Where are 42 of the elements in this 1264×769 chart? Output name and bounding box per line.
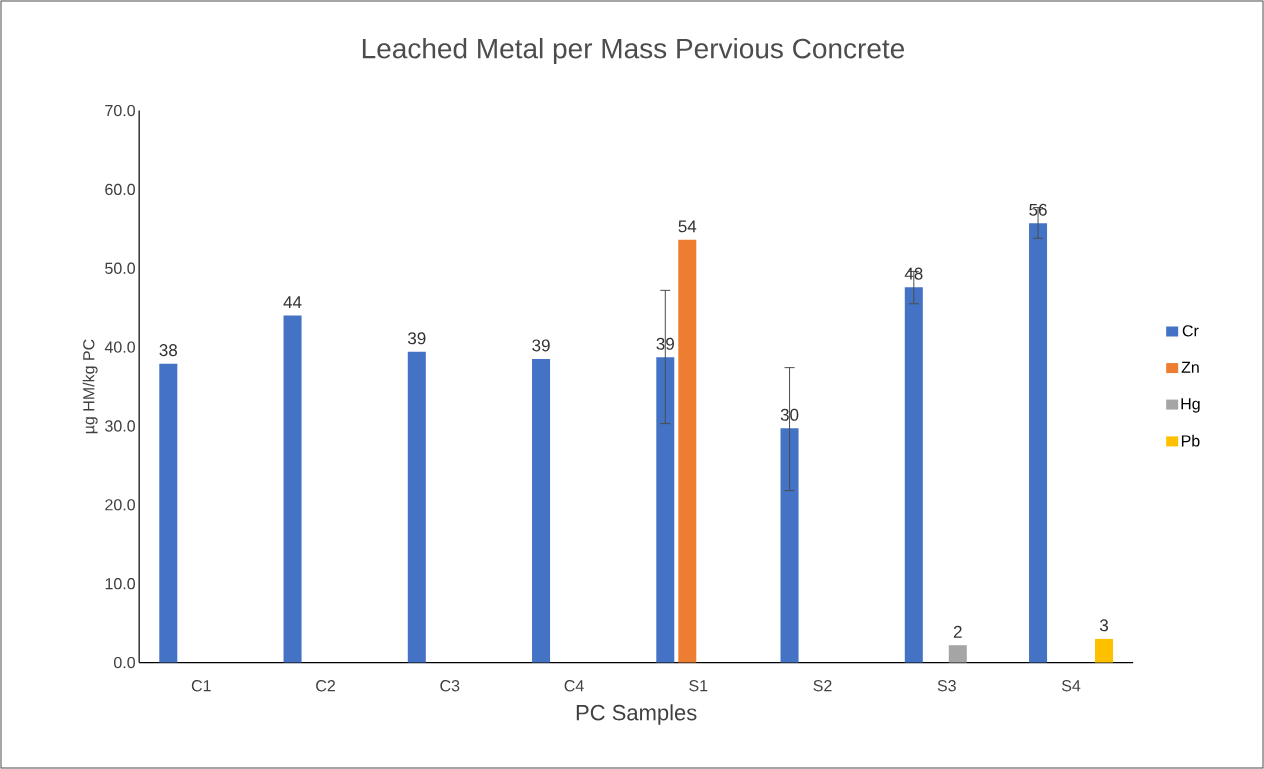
y-tick-label: 30.0 [105, 420, 135, 432]
bar [159, 363, 178, 663]
y-tick-label: 40.0 [104, 341, 135, 353]
x-tick-label: C4 [564, 680, 584, 692]
bar [678, 239, 697, 663]
data-label: 3 [1099, 619, 1108, 632]
y-axis-title: µg HM/kg PC [82, 339, 98, 434]
x-tick-label: C3 [440, 680, 460, 692]
y-tick-label: 0.0 [114, 656, 135, 669]
y-tick-label: 60.0 [105, 183, 135, 196]
x-tick-label: S4 [1061, 680, 1081, 692]
data-label: 38 [159, 344, 178, 357]
x-tick-label: S2 [813, 680, 832, 692]
data-label: 39 [532, 339, 550, 352]
x-tick-label: C2 [316, 680, 335, 692]
legend-label: Pb [1181, 434, 1200, 447]
bar [1095, 638, 1114, 663]
bar [904, 287, 923, 663]
data-label: 54 [678, 220, 697, 233]
data-label: 2 [953, 625, 962, 638]
x-tick-label: S3 [937, 680, 956, 692]
bar [407, 351, 426, 663]
legend-label: Hg [1181, 398, 1200, 413]
data-label: 39 [407, 332, 426, 345]
x-tick-label: S1 [689, 680, 708, 692]
y-tick-label: 20.0 [105, 499, 135, 511]
bar [532, 358, 551, 663]
bar [656, 357, 675, 663]
y-tick-label: 10.0 [105, 578, 135, 590]
bar [780, 428, 799, 663]
y-tick-label: 70.0 [105, 104, 135, 117]
data-label: 56 [1029, 203, 1047, 216]
legend-label: Zn [1181, 361, 1199, 373]
chart-title: Leached Metal per Mass Pervious Concrete [362, 37, 905, 65]
legend-label: Cr [1182, 325, 1199, 337]
bar [283, 315, 302, 663]
y-tick-label: 50.0 [105, 262, 135, 274]
x-tick-label: C1 [191, 680, 211, 692]
bar [1029, 223, 1048, 663]
bar [948, 645, 967, 663]
data-label: 44 [283, 296, 302, 309]
x-axis-title: PC Samples [576, 704, 697, 725]
